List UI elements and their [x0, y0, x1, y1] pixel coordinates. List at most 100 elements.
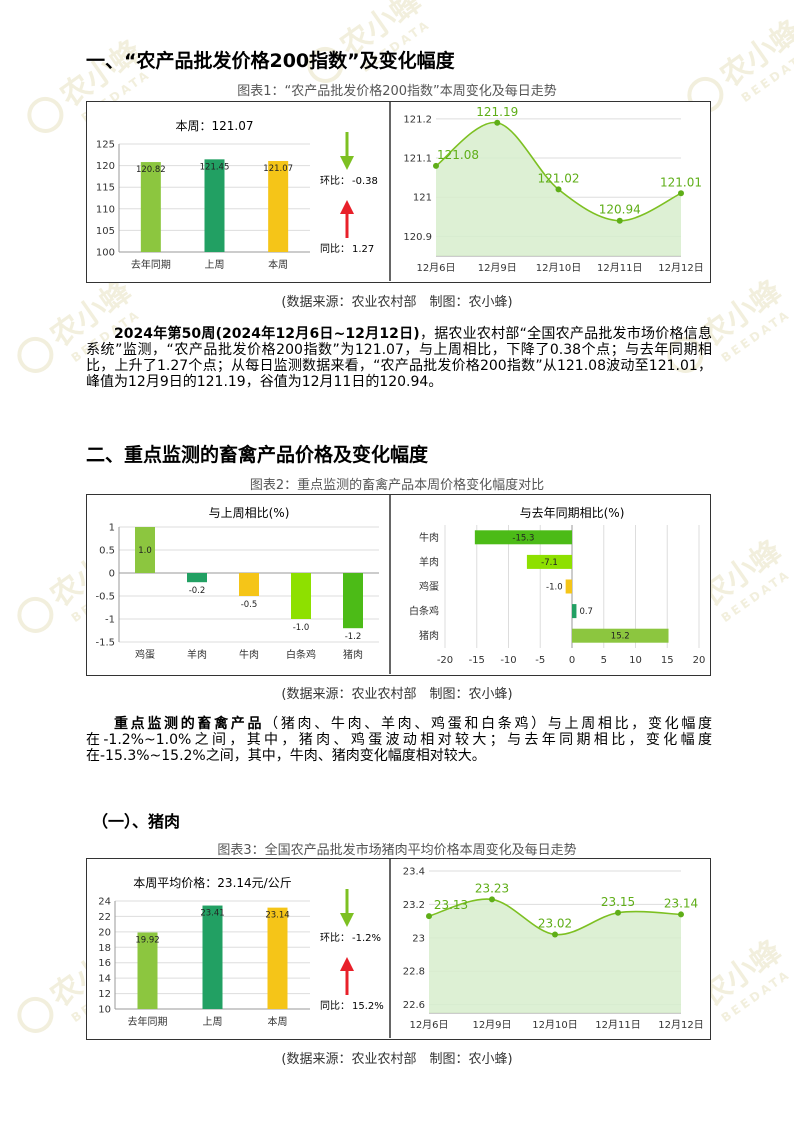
fig3-line-point — [615, 909, 621, 916]
fig2-yoy-y-tick: 牛肉 — [419, 531, 439, 544]
fig1-line-point — [678, 190, 684, 197]
fig2-yoy-x-tick: 10 — [629, 655, 642, 666]
figure2-chart: 与上周相比(%) -1.5 -1 -0.5 0 0.5 1 1.0 鸡蛋 -0.2 羊肉 -0.5 牛肉… — [95, 495, 705, 674]
fig1-line-point — [433, 162, 439, 169]
fig1-line-x-tick: 12月9日 — [478, 262, 517, 274]
fig3-bar-x-tick: 上周 — [203, 1016, 223, 1028]
figure3-change-panel: 环比： -1.2% 同比： 15.2% — [320, 889, 384, 1012]
fig3-line-y-tick: 22.6 — [403, 1000, 425, 1011]
fig1-line-data-label: 121.02 — [538, 171, 580, 185]
bee-logo-icon — [10, 329, 61, 380]
fig3-line-x-tick: 12月10日 — [532, 1019, 577, 1031]
fig1-bar-bar — [140, 162, 161, 252]
figure2-yoy-chart: 与去年同期相比(%) -20 -15 -10 -5 0 5 10 15 20 -15.3 牛肉 -7.1… — [409, 506, 705, 666]
fig1-tb-label: 同比： — [320, 243, 350, 255]
fig3-line-y-tick: 22.8 — [403, 967, 425, 978]
fig2-yoy-x-tick: 0 — [569, 655, 575, 666]
fig2-yoy-y-tick: 鸡蛋 — [419, 580, 439, 593]
figure3-line-chart: 22.6 22.8 23 23.2 23.4 23.13 12月6日 23.23 12月9日 23… — [403, 867, 704, 1032]
fig1-line-data-label: 121.19 — [476, 105, 518, 119]
fig3-bar-y-tick: 20 — [98, 927, 111, 938]
fig2-yoy-x-tick: -20 — [437, 655, 453, 666]
bee-logo-icon — [10, 589, 61, 640]
fig3-line-data-label: 23.14 — [664, 896, 698, 910]
figure2-wow-chart: 与上周相比(%) -1.5 -1 -0.5 0 0.5 1 1.0 鸡蛋 -0.2 羊肉 -0.5 牛肉… — [95, 506, 379, 661]
fig2-wow-data-label: -0.5 — [241, 600, 258, 610]
fig1-line-point — [616, 217, 623, 224]
fig1-bar-x-tick: 本周 — [268, 258, 288, 271]
fig2-wow-x-tick: 羊肉 — [187, 648, 207, 661]
fig3-up-arrow-head-icon — [340, 957, 354, 971]
watermark-sub: BEEDATA — [718, 566, 794, 625]
fig1-line-x-tick: 12月12日 — [658, 262, 703, 274]
figure3-caption: 图表3：全国农产品批发市场猪肉平均价格本周变化及每日走势 — [217, 843, 577, 858]
fig2-wow-bar — [343, 573, 363, 629]
fig1-bar-title: 本周：121.07 — [176, 119, 254, 133]
fig3-hb-value: -1.2% — [352, 933, 381, 944]
figure1-change-panel: 环比： -0.38 同比： 1.27 — [320, 132, 378, 255]
fig1-line-y-tick: 120.9 — [403, 232, 432, 243]
fig3-bar-y-tick: 14 — [98, 974, 111, 985]
fig3-line-point — [552, 931, 558, 938]
fig3-line-data-label: 23.13 — [434, 898, 468, 912]
fig3-bar-y-tick: 12 — [98, 989, 111, 1000]
fig3-bar-title: 本周平均价格：23.14元/公斤 — [133, 875, 291, 890]
bee-logo-icon — [10, 989, 61, 1040]
fig1-line-y-tick: 121.1 — [403, 154, 432, 165]
fig3-bar-y-tick: 10 — [98, 1005, 111, 1016]
fig3-bar-bar — [137, 932, 158, 1009]
figure3-chart: 本周平均价格：23.14元/公斤 10 12 14 16 18 20 22 24 19.92 去年同… — [98, 859, 704, 1038]
fig3-line-x-tick: 12月12日 — [658, 1019, 703, 1031]
section2-paragraph-text: （猪肉、牛肉、羊肉、鸡蛋和白条鸡）与上周相比，变化幅度在-1.2%~1.0%之间… — [86, 716, 712, 764]
fig2-wow-bar — [239, 573, 259, 596]
fig1-hb-label: 环比： — [320, 175, 350, 187]
fig3-line-area — [429, 899, 681, 1013]
fig1-tb-value: 1.27 — [352, 244, 374, 255]
fig2-yoy-x-tick: 15 — [661, 655, 674, 666]
fig3-line-point — [426, 913, 432, 920]
fig1-hb-value: -0.38 — [352, 176, 378, 187]
fig1-bar-y-tick: 120 — [96, 161, 115, 172]
fig2-wow-bar — [187, 573, 207, 583]
section2-paragraph: 重点监测的畜禽产品（猪肉、牛肉、羊肉、鸡蛋和白条鸡）与上周相比，变化幅度在-1.… — [86, 716, 712, 764]
section1-heading: 一、“农产品批发价格200指数”及变化幅度 — [86, 50, 455, 72]
figure1-bar-chart: 本周：121.07 100 105 110 115 120 125 120.82 去年同期 121… — [96, 119, 310, 271]
fig2-yoy-bar — [526, 554, 572, 569]
figure3-bar-chart: 本周平均价格：23.14元/公斤 10 12 14 16 18 20 22 24 19.92 去年同… — [98, 875, 310, 1028]
figure2-source: (数据来源：农业农村部 制图：农小蜂) — [281, 687, 513, 702]
fig1-bar-bar — [204, 159, 225, 252]
fig3-line-x-tick: 12月6日 — [409, 1019, 448, 1031]
fig3-bar-y-tick: 24 — [98, 897, 111, 908]
fig2-yoy-data-label: 0.7 — [579, 607, 593, 617]
fig2-yoy-x-tick: -10 — [500, 655, 516, 666]
figure1-frame: 本周：121.07 100 105 110 115 120 125 120.82 去年同期 121… — [86, 101, 711, 283]
fig2-yoy-bar — [474, 530, 572, 545]
fig3-line-point — [678, 911, 684, 918]
fig1-line-y-tick: 121 — [413, 193, 432, 204]
fig1-bar-data-label: 121.07 — [263, 164, 293, 174]
fig2-yoy-data-label: -7.1 — [541, 558, 558, 568]
fig3-bar-y-tick: 18 — [98, 943, 111, 954]
fig2-wow-title: 与上周相比(%) — [209, 506, 290, 520]
fig2-wow-y-tick: 1 — [109, 523, 115, 534]
fig3-bar-bar — [202, 905, 223, 1009]
fig2-yoy-data-label: -15.3 — [512, 533, 534, 543]
fig2-wow-bar — [135, 527, 155, 573]
fig2-yoy-x-tick: 5 — [601, 655, 607, 666]
fig2-wow-y-tick: 0 — [109, 569, 115, 580]
figure3-source: (数据来源：农业农村部 制图：农小蜂) — [281, 1052, 513, 1067]
fig1-line-y-tick: 121.2 — [403, 114, 432, 125]
fig2-wow-x-tick: 猪肉 — [343, 648, 363, 661]
figure2-frame: 与上周相比(%) -1.5 -1 -0.5 0 0.5 1 1.0 鸡蛋 -0.2 羊肉 -0.5 牛肉… — [86, 494, 711, 676]
fig3-line-data-label: 23.15 — [601, 895, 635, 909]
fig1-line-x-tick: 12月11日 — [597, 262, 642, 274]
figure1-caption: 图表1：“农产品批发价格200指数”本周变化及每日走势 — [237, 84, 557, 99]
fig3-line-y-tick: 23.2 — [403, 900, 425, 911]
fig2-yoy-title: 与去年同期相比(%) — [520, 506, 625, 520]
fig2-wow-y-tick: -1.5 — [95, 638, 115, 649]
section3-heading: （一）、猪肉 — [92, 812, 181, 831]
figure2-caption: 图表2：重点监测的畜禽产品本周价格变化幅度对比 — [249, 478, 545, 493]
fig2-yoy-x-tick: -15 — [469, 655, 485, 666]
fig2-yoy-bar — [572, 628, 669, 643]
fig2-yoy-y-tick: 白条鸡 — [409, 605, 439, 618]
